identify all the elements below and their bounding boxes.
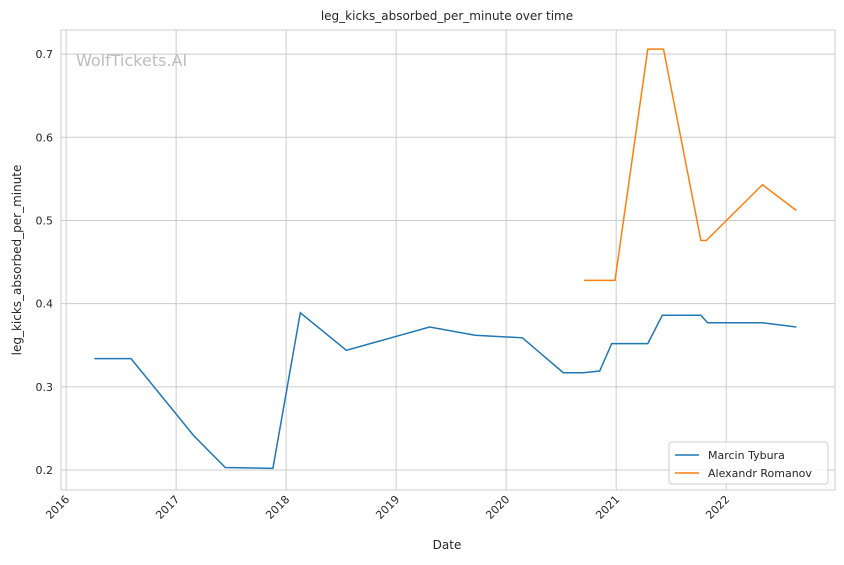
x-tick-label: 2016 (43, 493, 72, 522)
legend-label-marcin-tybura: Marcin Tybura (708, 449, 785, 462)
x-axis-ticks: 2016 2017 2018 2019 2020 2021 2022 (43, 493, 732, 522)
x-tick-label: 2021 (593, 493, 622, 522)
y-tick-label: 0.6 (36, 131, 54, 144)
grid (61, 30, 835, 490)
y-axis-label: leg_kicks_absorbed_per_minute (10, 165, 24, 356)
x-tick-label: 2022 (703, 493, 732, 522)
chart-title: leg_kicks_absorbed_per_minute over time (321, 9, 573, 23)
x-tick-label: 2019 (373, 493, 402, 522)
x-tick-label: 2020 (483, 493, 512, 522)
legend: Marcin Tybura Alexandr Romanov (669, 442, 828, 484)
y-tick-label: 0.3 (36, 381, 54, 394)
x-tick-label: 2018 (263, 493, 292, 522)
x-tick-label: 2017 (153, 493, 182, 522)
y-tick-label: 0.7 (36, 48, 54, 61)
y-tick-label: 0.4 (36, 298, 54, 311)
plot-frame (61, 30, 835, 490)
legend-label-alexandr-romanov: Alexandr Romanov (708, 467, 812, 480)
y-tick-label: 0.2 (36, 464, 54, 477)
watermark: WolfTickets.AI (76, 51, 187, 70)
x-axis-label: Date (433, 538, 462, 552)
y-axis-ticks: 0.2 0.3 0.4 0.5 0.6 0.7 (36, 48, 54, 477)
y-tick-label: 0.5 (36, 214, 54, 227)
series-lines (94, 49, 796, 468)
